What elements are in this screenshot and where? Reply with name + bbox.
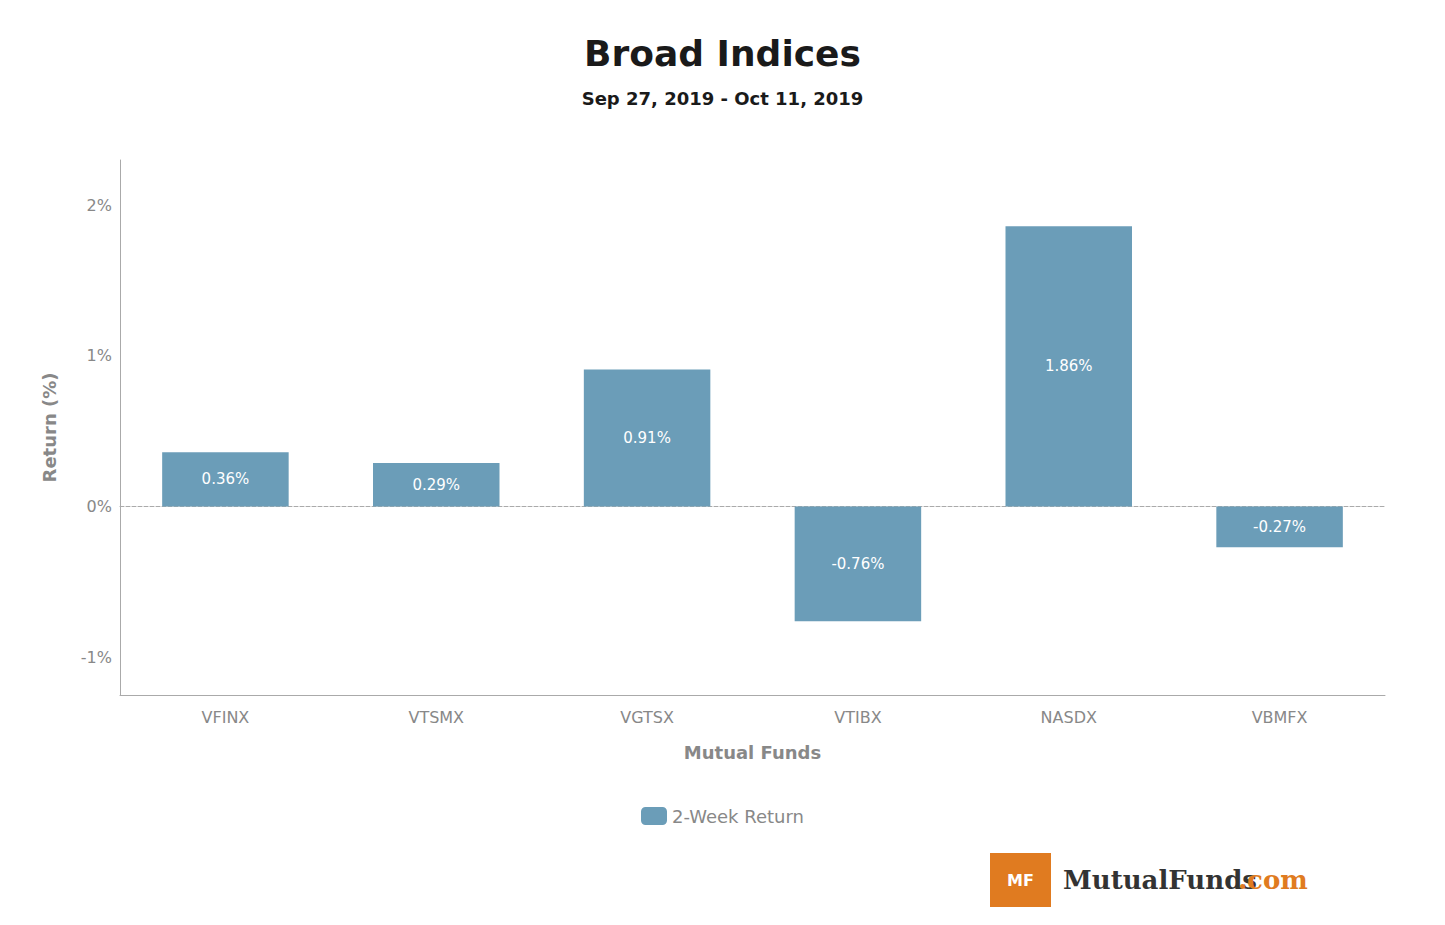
svg-text:VBMFX: VBMFX: [1252, 708, 1308, 727]
svg-text:MutualFunds: MutualFunds: [1063, 865, 1257, 895]
svg-text:MF: MF: [1007, 871, 1034, 890]
svg-text:Return (%): Return (%): [39, 373, 60, 483]
svg-text:1.86%: 1.86%: [1045, 357, 1093, 375]
svg-text:.com: .com: [1238, 865, 1308, 895]
svg-text:0.29%: 0.29%: [412, 476, 460, 494]
svg-text:VTIBX: VTIBX: [834, 708, 881, 727]
svg-text:-1%: -1%: [81, 648, 112, 667]
svg-text:1%: 1%: [87, 346, 112, 365]
svg-text:2-Week Return: 2-Week Return: [672, 806, 804, 827]
svg-text:2%: 2%: [87, 196, 112, 215]
svg-text:Mutual Funds: Mutual Funds: [684, 742, 821, 763]
svg-text:NASDX: NASDX: [1041, 708, 1097, 727]
svg-text:VTSMX: VTSMX: [408, 708, 464, 727]
svg-text:-0.27%: -0.27%: [1253, 518, 1306, 536]
svg-text:0.36%: 0.36%: [202, 470, 250, 488]
svg-text:-0.76%: -0.76%: [831, 555, 884, 573]
svg-text:VGTSX: VGTSX: [620, 708, 674, 727]
svg-text:0%: 0%: [87, 497, 112, 516]
svg-text:0.91%: 0.91%: [623, 429, 671, 447]
svg-text:Sep 27, 2019 - Oct 11, 2019: Sep 27, 2019 - Oct 11, 2019: [582, 88, 864, 109]
svg-text:VFINX: VFINX: [202, 708, 250, 727]
svg-text:Broad Indices: Broad Indices: [584, 33, 861, 74]
